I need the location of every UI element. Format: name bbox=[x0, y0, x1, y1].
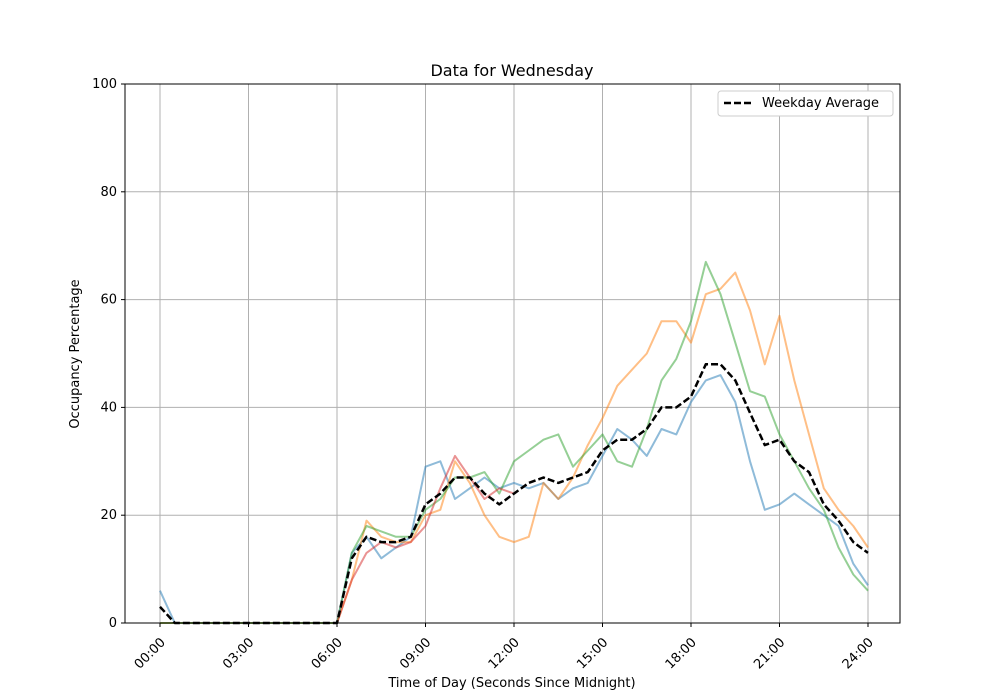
y-tick-label: 0 bbox=[109, 616, 117, 631]
x-axis-label: Time of Day (Seconds Since Midnight) bbox=[387, 676, 635, 691]
grid bbox=[125, 83, 900, 624]
y-tick-label: 20 bbox=[100, 508, 117, 523]
y-axis-ticks: 0 20 40 60 80 100 bbox=[92, 77, 125, 631]
legend: Weekday Average bbox=[717, 90, 894, 117]
plot-frame bbox=[124, 83, 901, 624]
legend-label: Weekday Average bbox=[762, 96, 879, 111]
y-axis-label: Occupancy Percentage bbox=[68, 279, 83, 428]
y-tick-label: 100 bbox=[92, 77, 117, 92]
y-tick-label: 40 bbox=[100, 400, 117, 415]
y-tick-label: 60 bbox=[100, 293, 117, 308]
y-tick-label: 80 bbox=[100, 185, 117, 200]
series-line-3 bbox=[336, 454, 515, 624]
chart-title: Data for Wednesday bbox=[430, 61, 593, 80]
